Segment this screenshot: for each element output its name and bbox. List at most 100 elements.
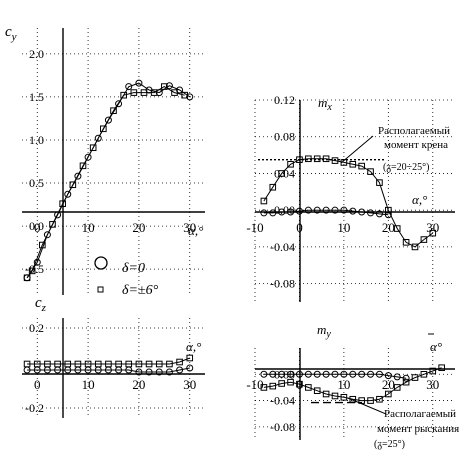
data-point-square xyxy=(340,393,348,401)
data-point-circle xyxy=(313,206,321,214)
x-tick-label: 0 xyxy=(34,220,41,235)
data-point-square xyxy=(69,181,77,189)
data-point-square xyxy=(411,243,419,251)
data-point-square xyxy=(358,397,365,404)
data-point-circle xyxy=(278,370,286,378)
chart-panel-my: my α° Располагаемый момент рыскания (ᵹ=2… xyxy=(246,322,459,450)
data-point-circle xyxy=(54,366,62,374)
data-point-circle xyxy=(54,211,62,219)
data-point-circle xyxy=(367,209,375,217)
data-point-square xyxy=(278,170,285,177)
x-tick-label: 10 xyxy=(82,377,95,392)
data-point-circle xyxy=(304,370,312,378)
data-point-square xyxy=(322,390,330,398)
data-point-circle xyxy=(104,116,112,124)
data-point-square xyxy=(287,160,294,168)
chart-panel-cy: cy α,° δ=0 δ=±6° 0 10 20 302.01.51.00.50.0-… xyxy=(5,24,205,298)
annotation-pointer-my xyxy=(347,397,387,415)
y-tick-label: 0.2 xyxy=(29,321,44,335)
data-point-square xyxy=(367,397,374,404)
annotation-line-3: (ᵹ=20÷25°) xyxy=(383,162,430,173)
data-point-circle xyxy=(322,206,330,214)
y-tick-label: -0.04 xyxy=(270,394,295,408)
ylabel-cy: cy xyxy=(5,24,17,43)
data-point-square xyxy=(438,364,445,372)
data-point-square xyxy=(130,89,138,96)
data-point-circle xyxy=(145,368,153,376)
legend-label-1: δ=±6° xyxy=(122,283,159,298)
data-point-circle xyxy=(260,370,268,378)
data-point-square xyxy=(186,354,194,362)
data-point-square xyxy=(393,384,401,391)
data-point-square xyxy=(176,358,183,366)
x-tick-label: 20 xyxy=(132,377,145,392)
data-point-square xyxy=(402,239,410,246)
data-point-square xyxy=(278,380,285,387)
data-point-circle xyxy=(340,206,348,214)
data-point-circle xyxy=(43,366,51,374)
data-point-circle xyxy=(23,366,31,374)
data-point-square xyxy=(260,197,268,205)
data-point-circle xyxy=(104,366,112,374)
data-point-square xyxy=(161,83,168,90)
data-point-circle xyxy=(295,207,303,215)
annotation-line-1: Располагаемый xyxy=(384,408,456,420)
data-point-circle xyxy=(155,368,163,376)
xlabel-cy: α,° xyxy=(188,223,203,238)
xlabel-my: α° xyxy=(430,339,442,354)
data-point-circle xyxy=(74,172,82,180)
data-point-circle xyxy=(402,374,410,382)
data-point-square xyxy=(59,200,66,208)
data-point-circle xyxy=(287,370,295,378)
y-tick-label: 1.0 xyxy=(29,133,44,147)
data-point-square xyxy=(155,360,163,368)
data-point-circle xyxy=(367,370,375,378)
data-point-circle xyxy=(340,370,348,378)
data-point-square xyxy=(150,89,158,96)
series-line-square xyxy=(26,86,185,279)
legend-circle-marker xyxy=(94,256,108,270)
annotation-pointer-mx xyxy=(340,135,374,164)
y-tick-label: 0.0 xyxy=(29,219,44,233)
y-tick-label: 0.08 xyxy=(274,130,295,144)
data-point-square xyxy=(296,156,303,163)
data-point-circle xyxy=(358,370,366,378)
data-point-circle xyxy=(115,100,123,108)
data-point-circle xyxy=(186,93,194,101)
data-point-square xyxy=(135,360,143,368)
data-point-square xyxy=(349,395,357,403)
y-tick-label: -0.08 xyxy=(270,277,295,291)
data-point-circle xyxy=(135,368,143,376)
xlabel-mx: α,° xyxy=(412,192,427,207)
data-point-circle xyxy=(269,209,277,217)
data-point-square xyxy=(429,229,437,237)
data-point-circle xyxy=(94,366,102,374)
data-point-square xyxy=(349,160,357,168)
x-tick-label: 20 xyxy=(382,220,395,235)
data-point-square xyxy=(313,155,321,163)
data-point-circle xyxy=(375,370,383,378)
data-point-square xyxy=(23,274,31,282)
data-point-circle xyxy=(375,210,383,218)
annotation-line-1: Располагаемый xyxy=(378,125,450,137)
data-point-square xyxy=(287,378,294,386)
series-line-circle xyxy=(27,367,190,373)
ylabel-mx: mx xyxy=(318,95,332,113)
data-point-circle xyxy=(322,370,330,378)
data-point-square xyxy=(429,367,437,375)
data-point-square xyxy=(260,384,268,391)
y-tick-label: -0.2 xyxy=(25,401,44,415)
data-point-square xyxy=(367,168,374,175)
data-point-square xyxy=(89,144,97,152)
data-point-circle xyxy=(165,368,173,376)
data-point-square xyxy=(296,380,303,388)
data-point-circle xyxy=(313,370,321,378)
data-point-circle xyxy=(331,370,339,378)
data-point-square xyxy=(120,91,127,99)
y-tick-label: -0.04 xyxy=(270,240,295,254)
data-point-square xyxy=(269,382,277,390)
data-point-square xyxy=(171,89,178,96)
data-point-square xyxy=(305,384,312,391)
data-point-circle xyxy=(64,366,72,374)
data-point-circle xyxy=(165,82,173,90)
